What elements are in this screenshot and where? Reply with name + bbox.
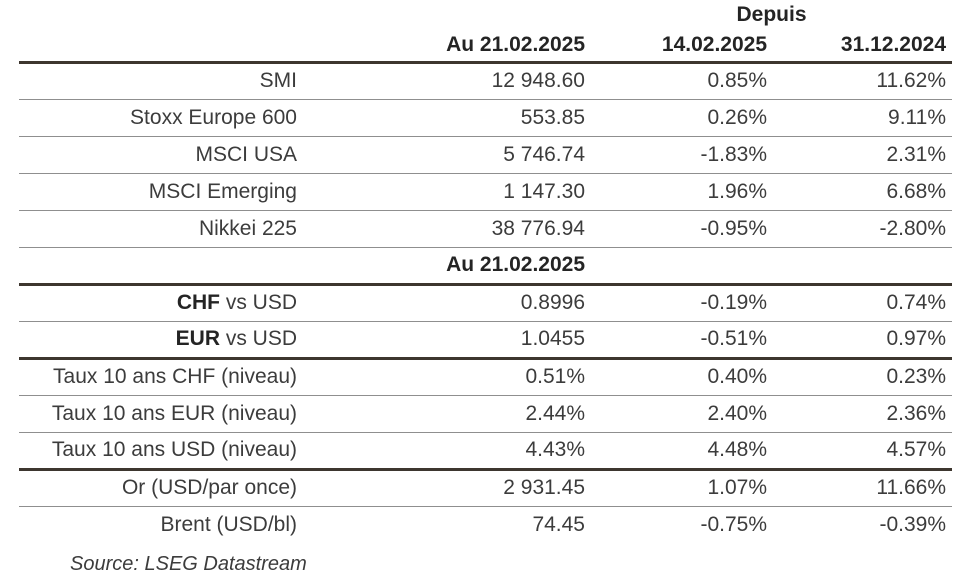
row-since-year: -2.80% (879, 216, 947, 240)
table-row-taux-eur: Taux 10 ans EUR (niveau) 2.44% 2.40% 2.3… (19, 395, 953, 432)
row-since-year: 0.74% (886, 291, 947, 314)
empty-cell (773, 247, 952, 284)
row-label-text: SMI (259, 69, 297, 92)
table-row-chf-usd: CHF vs USD 0.8996 -0.19% 0.74% (19, 284, 953, 321)
row-since-year: 2.36% (886, 401, 947, 425)
row-since-week: 0.85% (707, 69, 767, 92)
row-since-year: 11.62% (876, 69, 947, 92)
table-row-nikkei: Nikkei 225 38 776.94 -0.95% -2.80% (19, 210, 953, 247)
table-row-smi: SMI 12 948.60 0.85% 11.62% (19, 62, 953, 99)
row-label-bold: CHF (176, 291, 220, 314)
row-label: Stoxx Europe 600 (19, 99, 303, 136)
row-label-text: MSCI Emerging (148, 179, 297, 203)
mid-header-row: Au 21.02.2025 (19, 247, 953, 284)
row-since-year: 9.11% (888, 105, 947, 129)
row-label-text: Taux 10 ans USD (niveau) (51, 438, 297, 461)
row-value: 5 746.74 (503, 142, 585, 166)
row-label-text: Brent (USD/bl) (160, 512, 297, 536)
row-since-year: 6.68% (886, 179, 947, 203)
column-header-since-year: 31.12.2024 (840, 33, 947, 57)
empty-cell (19, 30, 303, 62)
row-value: 553.85 (520, 105, 585, 129)
row-label: CHF vs USD (19, 284, 303, 321)
row-label: MSCI USA (19, 136, 303, 173)
empty-cell (303, 0, 591, 30)
row-value: 38 776.94 (491, 216, 585, 240)
row-since-week: -0.19% (700, 291, 767, 314)
empty-cell (19, 0, 303, 30)
source-caption: Source: LSEG Datastream (70, 553, 307, 575)
row-since-year: 2.31% (886, 142, 947, 166)
row-since-year: 0.23% (886, 365, 947, 388)
table-row-taux-usd: Taux 10 ans USD (niveau) 4.43% 4.48% 4.5… (19, 432, 953, 469)
empty-cell (19, 247, 303, 284)
row-label-bold: EUR (175, 327, 220, 350)
row-value: 12 948.60 (491, 69, 585, 92)
row-since-week: 2.40% (707, 401, 767, 425)
depuis-label: Depuis (736, 3, 807, 26)
row-value: 2 931.45 (503, 476, 585, 499)
market-data-table: Depuis Au 21.02.2025 14.02.2025 31.12.20… (19, 0, 953, 543)
row-label-text: MSCI USA (195, 142, 297, 166)
column-header-row: Au 21.02.2025 14.02.2025 31.12.2024 (19, 30, 953, 62)
row-since-year: 4.57% (886, 438, 947, 461)
row-label: Or (USD/par once) (19, 469, 303, 506)
row-since-week: 0.26% (707, 105, 767, 129)
row-since-week: -0.95% (700, 216, 767, 240)
row-value: 0.51% (525, 365, 585, 388)
row-since-week: -0.51% (700, 327, 767, 350)
row-label: Taux 10 ans EUR (niveau) (19, 395, 303, 432)
row-label: EUR vs USD (19, 321, 303, 358)
row-since-week: 4.48% (707, 438, 767, 461)
table-row-or: Or (USD/par once) 2 931.45 1.07% 11.66% (19, 469, 953, 506)
table-row-msci-usa: MSCI USA 5 746.74 -1.83% 2.31% (19, 136, 953, 173)
row-since-week: 1.07% (707, 476, 767, 499)
row-since-week: -1.83% (700, 142, 767, 166)
row-label: Brent (USD/bl) (19, 506, 303, 543)
table-row-brent: Brent (USD/bl) 74.45 -0.75% -0.39% (19, 506, 952, 543)
empty-cell (591, 247, 773, 284)
row-label: Nikkei 225 (19, 210, 303, 247)
mid-header-au-date: Au 21.02.2025 (446, 253, 585, 276)
column-header-since-week: 14.02.2025 (661, 33, 767, 57)
row-since-week: -0.75% (700, 512, 767, 536)
row-label-text: Nikkei 225 (198, 216, 297, 240)
depuis-header-row: Depuis (19, 0, 952, 30)
row-since-week: 1.96% (707, 179, 767, 203)
table-row-msci-emerging: MSCI Emerging 1 147.30 1.96% 6.68% (19, 173, 953, 210)
row-since-week: 0.40% (707, 365, 767, 388)
row-value: 2.44% (525, 401, 585, 425)
row-label-text: Taux 10 ans CHF (niveau) (53, 365, 297, 388)
row-since-year: -0.39% (879, 512, 947, 536)
table-row-taux-chf: Taux 10 ans CHF (niveau) 0.51% 0.40% 0.2… (19, 358, 953, 395)
row-value: 4.43% (525, 438, 585, 461)
row-label-text: Or (USD/par once) (121, 476, 297, 499)
row-label-text: vs USD (219, 327, 297, 350)
row-label-text: Stoxx Europe 600 (130, 105, 297, 129)
row-label-text: vs USD (219, 291, 297, 314)
row-since-year: 0.97% (886, 327, 947, 350)
column-header-au-date: Au 21.02.2025 (446, 33, 585, 57)
row-value: 1.0455 (520, 327, 585, 350)
row-label-text: Taux 10 ans EUR (niveau) (51, 401, 297, 425)
row-since-year: 11.66% (876, 476, 947, 499)
row-value: 74.45 (532, 512, 585, 536)
row-label: SMI (19, 62, 303, 99)
table-row-eur-usd: EUR vs USD 1.0455 -0.51% 0.97% (19, 321, 953, 358)
table-row-stoxx: Stoxx Europe 600 553.85 0.26% 9.11% (19, 99, 953, 136)
row-value: 1 147.30 (503, 179, 585, 203)
row-label: Taux 10 ans CHF (niveau) (19, 358, 303, 395)
row-label: MSCI Emerging (19, 173, 303, 210)
row-value: 0.8996 (520, 291, 585, 314)
row-label: Taux 10 ans USD (niveau) (19, 432, 303, 469)
